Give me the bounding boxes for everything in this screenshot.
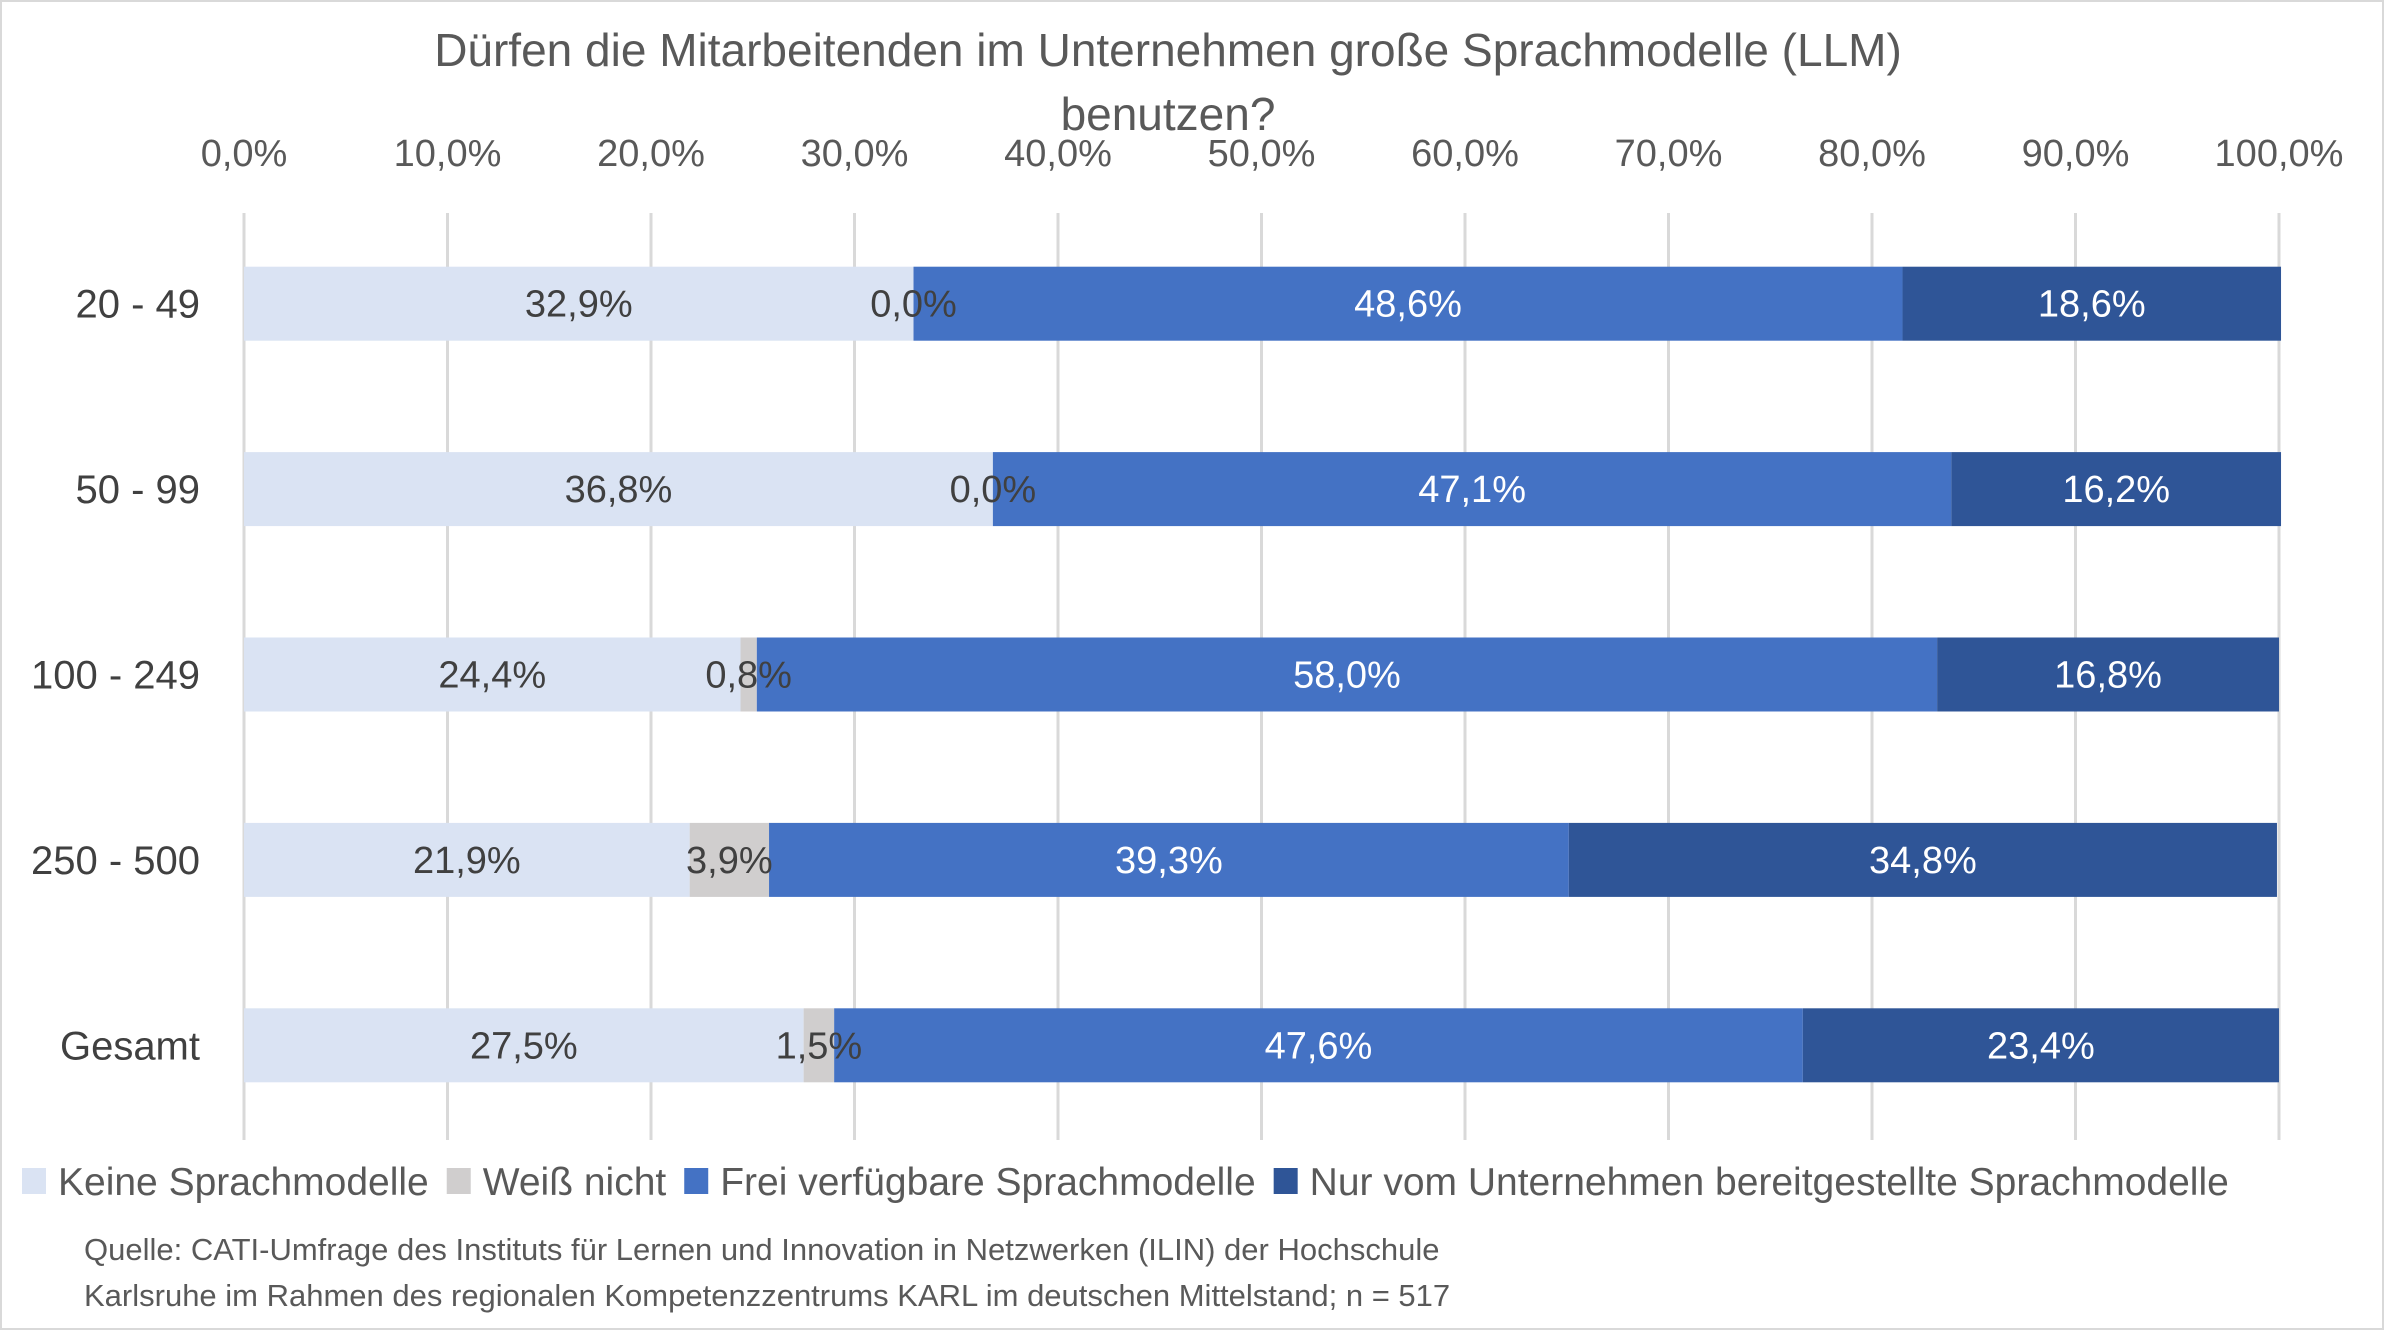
x-tick-label: 90,0% — [2022, 133, 2130, 175]
x-tick-label: 20,0% — [597, 133, 705, 175]
legend-label: Frei verfügbare Sprachmodelle — [720, 1161, 1255, 1204]
data-label: 1,5% — [776, 1025, 863, 1067]
bar-segment — [769, 822, 1569, 897]
x-tick-label: 60,0% — [1411, 133, 1519, 175]
data-label: 18,6% — [2038, 284, 2146, 326]
data-label: 21,9% — [413, 840, 521, 882]
bar-segment — [740, 637, 757, 712]
bar-segment — [244, 266, 914, 341]
bar-segment — [913, 266, 1903, 341]
source-line-2: Karlsruhe im Rahmen des regionalen Kompe… — [84, 1278, 1450, 1313]
x-tick-label: 10,0% — [394, 133, 502, 175]
bar-segment — [1568, 822, 2277, 897]
data-label: 16,8% — [2054, 655, 2162, 697]
bar-segment — [244, 452, 993, 527]
x-tick-label: 0,0% — [201, 133, 288, 175]
category-label: 20 - 49 — [75, 283, 200, 327]
bar-segment — [244, 637, 741, 712]
x-tick-label: 40,0% — [1004, 133, 1112, 175]
bar-segment — [1951, 452, 2282, 527]
data-label: 48,6% — [1354, 284, 1462, 326]
bar-segment — [1937, 637, 2279, 712]
bar-segment — [244, 1008, 804, 1083]
x-tick-label: 30,0% — [801, 133, 909, 175]
category-label: 100 - 249 — [31, 654, 200, 698]
data-label: 24,4% — [438, 655, 546, 697]
bar-segment — [244, 822, 690, 897]
chart-title-line-1: Dürfen die Mitarbeitenden im Unternehmen… — [434, 24, 1902, 76]
bar-segment — [756, 637, 1938, 712]
legend-label: Weiß nicht — [483, 1161, 667, 1204]
x-tick-label: 100,0% — [2215, 133, 2344, 175]
legend-label: Nur vom Unternehmen bereitgestellte Spra… — [1310, 1161, 2229, 1204]
source-line-1: Quelle: CATI-Umfrage des Instituts für L… — [84, 1232, 1439, 1267]
bar-segment — [689, 822, 770, 897]
data-label: 47,1% — [1418, 469, 1526, 511]
bar-segment — [992, 452, 1952, 527]
bar-segment — [1902, 266, 2282, 341]
legend-swatch — [1273, 1168, 1298, 1194]
data-label: 0,8% — [705, 655, 792, 697]
chart-title-line-2: benutzen? — [1061, 88, 1276, 140]
data-label: 36,8% — [565, 469, 673, 511]
legend-swatch — [684, 1168, 709, 1194]
category-label: 250 - 500 — [31, 839, 200, 883]
data-label: 27,5% — [470, 1025, 578, 1067]
x-tick-label: 70,0% — [1615, 133, 1723, 175]
data-label: 47,6% — [1265, 1025, 1373, 1067]
data-label: 34,8% — [1869, 840, 1977, 882]
bar-segment — [834, 1008, 1803, 1083]
data-label: 16,2% — [2062, 469, 2170, 511]
bar-segment — [1802, 1008, 2279, 1083]
x-tick-label: 50,0% — [1208, 133, 1316, 175]
x-tick-label: 80,0% — [1818, 133, 1926, 175]
category-label: Gesamt — [60, 1024, 200, 1068]
data-label: 0,0% — [870, 284, 957, 326]
legend-label: Keine Sprachmodelle — [58, 1161, 429, 1204]
data-label: 58,0% — [1293, 655, 1401, 697]
data-label: 3,9% — [686, 840, 773, 882]
data-label: 32,9% — [525, 284, 633, 326]
data-label: 39,3% — [1115, 840, 1223, 882]
legend-swatch — [446, 1168, 471, 1194]
data-label: 0,0% — [950, 469, 1037, 511]
category-label: 50 - 99 — [75, 468, 200, 512]
bar-segment — [803, 1008, 835, 1083]
legend-swatch — [22, 1168, 46, 1194]
data-label: 23,4% — [1987, 1025, 2095, 1067]
